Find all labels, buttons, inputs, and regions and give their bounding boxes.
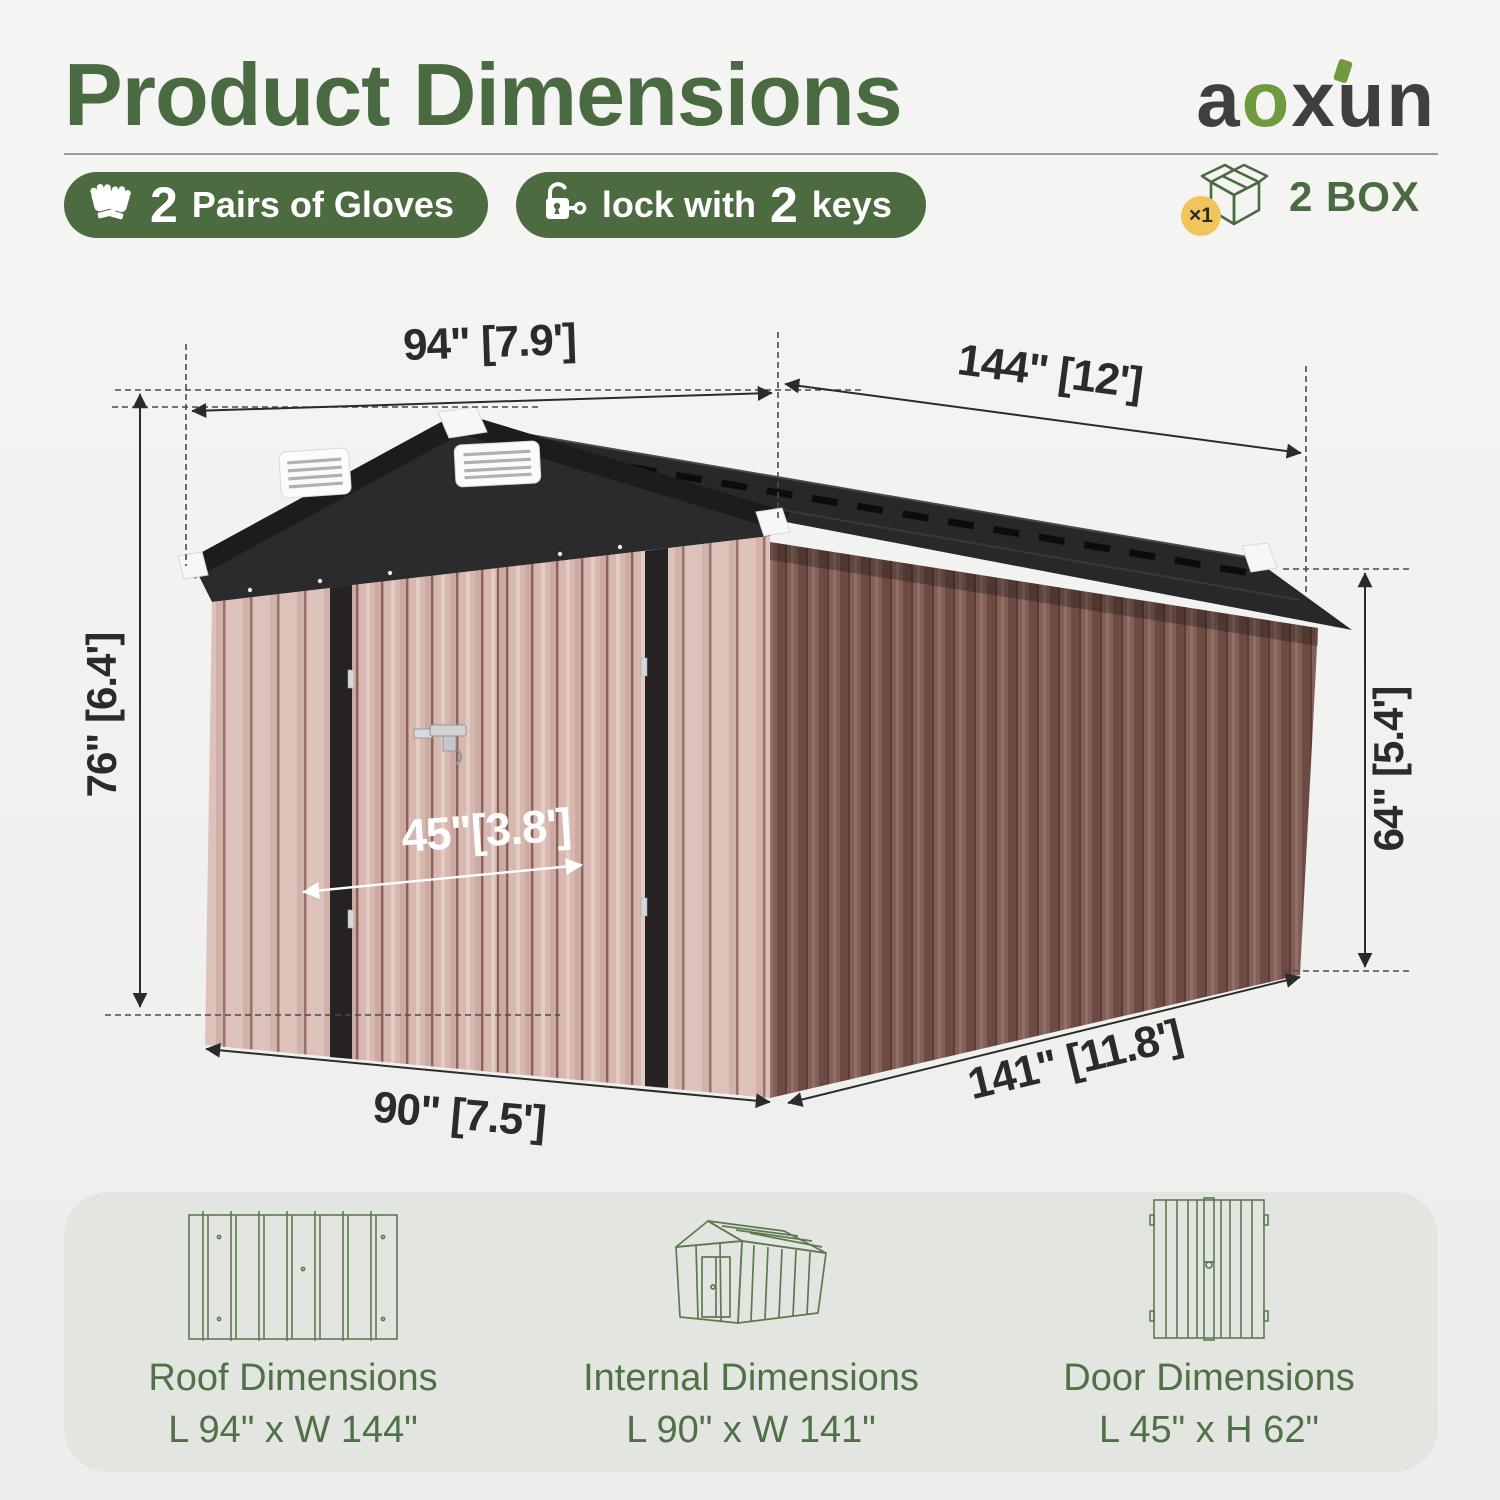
door-post-right: [645, 548, 668, 1088]
lock-count: 2: [769, 177, 798, 233]
dim-line-door-width: [302, 858, 583, 899]
dim-line-roof-length: [784, 378, 1302, 459]
side-wall-roof-shadow: [770, 542, 1318, 646]
ridge-vent-slots: [539, 448, 1251, 577]
door-latch: [413, 724, 467, 766]
door-hinges: [347, 657, 648, 929]
internal-dimensions-item: Internal Dimensions L 90" x W 141": [522, 1192, 980, 1472]
lock-label-post: keys: [811, 184, 892, 225]
roof-dimensions-item: Roof Dimensions L 94" x W 144": [64, 1192, 522, 1472]
door-post-left: [330, 585, 352, 1059]
box-multiplier-badge: ×1: [1180, 196, 1221, 236]
internal-dimensions-value: L 90" x W 141": [626, 1408, 876, 1451]
roof-dimensions-value: L 94" x W 144": [168, 1408, 418, 1451]
shed-side-wall: [770, 542, 1318, 1098]
dim-line-roof-width: [191, 385, 773, 419]
box-count-label: 2 BOX: [1288, 173, 1420, 220]
feature-badges: 2 Pairs of Gloves lock with 2 keys: [64, 172, 926, 238]
door-dimensions-title: Door Dimensions: [1063, 1357, 1355, 1400]
header-divider: [64, 153, 1438, 155]
dimensions-summary-panel: Roof Dimensions L 94" x W 144": [64, 1192, 1438, 1472]
door-icon: [1134, 1192, 1284, 1345]
gloves-badge: 2 Pairs of Gloves: [64, 172, 488, 238]
gable-vent-left: [278, 447, 352, 499]
dim-label-door-width: 45"[3.8']: [400, 798, 573, 862]
dim-line-base-width: [205, 1042, 771, 1109]
internal-dimensions-title: Internal Dimensions: [583, 1357, 919, 1400]
shed-dimension-diagram: 94" [7.9'] 144" [12'] 76" [6.4'] 64" [5.…: [78, 315, 1412, 1147]
box-icon: ×1: [1180, 162, 1271, 236]
dim-label-base-width: 90" [7.5']: [371, 1083, 548, 1147]
gloves-count: 2: [150, 177, 178, 233]
internal-shed-icon: [666, 1192, 836, 1345]
shed-front-gable: [196, 428, 786, 602]
dimension-lines: [132, 378, 1373, 1109]
page-title: Product Dimensions: [64, 45, 903, 144]
lock-icon: [536, 177, 588, 234]
shed-ridge-line: [459, 422, 1254, 559]
dim-label-front-height: 76" [6.4']: [78, 633, 125, 798]
dim-label-roof-length: 144" [12']: [955, 335, 1145, 408]
roof-dimensions-title: Roof Dimensions: [148, 1357, 438, 1400]
dim-line-base-length: [787, 973, 1301, 1107]
gloves-icon: [84, 177, 136, 234]
roof-panel-icon: [185, 1192, 401, 1345]
brand-logo: aoxun: [1196, 54, 1436, 145]
lock-badge: lock with 2 keys: [515, 172, 926, 238]
door-dimensions-item: Door Dimensions L 45" x H 62": [980, 1192, 1438, 1472]
door-dimensions-value: L 45" x H 62": [1099, 1408, 1319, 1451]
lock-label-pre: lock with: [601, 184, 756, 225]
gable-vent-right: [453, 440, 542, 488]
dim-label-roof-width: 94" [7.9']: [402, 315, 577, 370]
gable-screws: [247, 544, 623, 593]
box-count-info: ×1 2 BOX: [1180, 162, 1420, 236]
gloves-label: Pairs of Gloves: [191, 184, 454, 225]
logo-part3: xun: [1291, 55, 1436, 143]
dim-label-side-height: 64" [5.4']: [1365, 687, 1412, 852]
logo-part2: o: [1241, 55, 1292, 143]
logo-part1: a: [1196, 55, 1242, 143]
